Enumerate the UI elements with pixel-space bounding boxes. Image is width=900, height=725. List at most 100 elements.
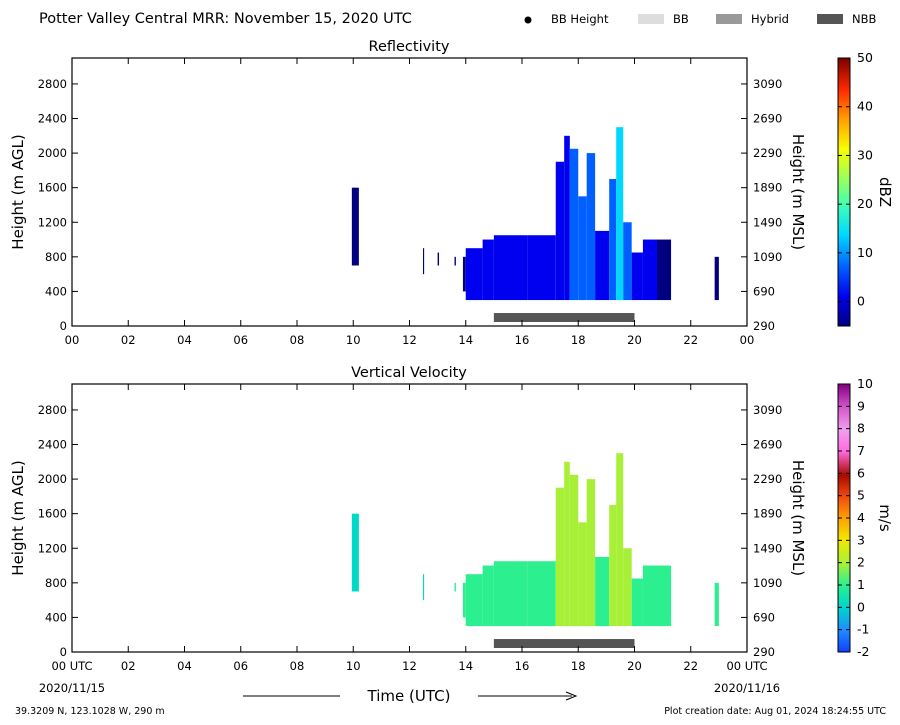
vertical-velocity-colorbar-tick-label: 5 (857, 488, 865, 503)
reflectivity-echo-column (616, 127, 624, 301)
vertical-velocity-echo-column (595, 556, 610, 627)
reflectivity-colorbar-gradient (837, 57, 851, 327)
time-axis-arrow (243, 691, 578, 701)
reflectivity-xtick-label: 00 (65, 333, 80, 347)
reflectivity-colorbar: 0 10 20 30 40 50 (837, 50, 873, 327)
reflectivity-echo-column (631, 252, 643, 301)
nbb-legend-label: NBB (852, 12, 876, 26)
vertical-velocity-xtick-label: 10 (346, 659, 361, 673)
plot-creation-date: Plot creation date: Aug 01, 2024 18:24:5… (664, 706, 886, 717)
reflectivity-xtick-label: 04 (177, 333, 192, 347)
reflectivity-echo-column (714, 256, 719, 301)
vertical-velocity-echo-column (569, 474, 579, 627)
reflectivity-xtick-label: 20 (627, 333, 642, 347)
reflectivity-echo-column (586, 153, 596, 301)
vertical-velocity-ylabel-left: Height (m AGL) (9, 460, 27, 575)
reflectivity-colorbar-tick-label: 20 (857, 196, 873, 211)
vertical-velocity-xtick-label: 16 (515, 659, 530, 673)
reflectivity-echo-column (623, 222, 632, 301)
vertical-velocity-ytick-right-label: 1490 (753, 541, 782, 555)
vertical-velocity-bright-band-bars (493, 639, 635, 648)
reflectivity-xtick-label: 14 (458, 333, 473, 347)
reflectivity-ytick-right-label: 3090 (753, 77, 782, 91)
vertical-velocity-ytick-right-label: 290 (753, 645, 775, 659)
reflectivity-xtick-label: 16 (515, 333, 530, 347)
vertical-velocity-echo-column (631, 578, 643, 627)
reflectivity-bright-band-bars (493, 313, 635, 322)
vertical-velocity-ytick-label: 2800 (38, 403, 67, 417)
vertical-velocity-echo-marks (351, 453, 719, 627)
bright-band-legend: BB Height BB Hybrid NBB (524, 12, 876, 26)
reflectivity-echo-column (578, 196, 587, 301)
vertical-velocity-xtick-label: 02 (121, 659, 136, 673)
reflectivity-echo-column (595, 230, 610, 301)
vertical-velocity-echo-column (616, 453, 624, 627)
vertical-velocity-ytick-label: 400 (45, 610, 67, 624)
vertical-velocity-echo-column (555, 487, 565, 627)
vertical-velocity-ytick-label: 2400 (38, 438, 67, 452)
reflectivity-colorbar-tick-label: 30 (857, 147, 873, 162)
reflectivity-ytick-right-label: 1090 (753, 250, 782, 264)
vertical-velocity-colorbar-tick-label: 4 (857, 510, 865, 525)
vertical-velocity-colorbar-tick-label: 7 (857, 443, 865, 458)
reflectivity-ytick-label: 1200 (38, 215, 67, 229)
vertical-velocity-echo-column (465, 574, 483, 627)
end-date-label: 2020/11/16 (714, 681, 780, 695)
reflectivity-echo-column (657, 239, 672, 301)
vertical-velocity-colorbar-tick-label: 2 (857, 555, 865, 570)
figure-title: Potter Valley Central MRR: November 15, … (39, 11, 412, 27)
vertical-velocity-ytick-right-label: 2690 (753, 438, 782, 452)
vertical-velocity-colorbar-tick-label: 9 (857, 398, 865, 413)
vertical-velocity-xtick-label: 12 (402, 659, 417, 673)
reflectivity-ylabel-right: Height (m MSL) (789, 134, 807, 250)
vertical-velocity-echo-column (657, 565, 672, 627)
vertical-velocity-ytick-right-label: 690 (753, 610, 775, 624)
vertical-velocity-echo-column (564, 461, 570, 627)
reflectivity-colorbar-tick-label: 0 (857, 294, 865, 309)
vertical-velocity-colorbar-tick-label: 0 (857, 599, 865, 614)
reflectivity-xtick-label: 18 (571, 333, 586, 347)
time-axis-label: Time (UTC) (367, 687, 451, 705)
reflectivity-echo-column (564, 135, 570, 301)
reflectivity-ytick-right-label: 2690 (753, 112, 782, 126)
vertical-velocity-colorbar-tick-label: 10 (857, 376, 873, 391)
vertical-velocity-echo-column (351, 513, 359, 592)
vertical-velocity-xtick-label: 08 (290, 659, 305, 673)
reflectivity-ytick-label: 0 (60, 319, 67, 333)
reflectivity-xtick-label: 06 (233, 333, 248, 347)
vertical-velocity-echo-column (527, 561, 556, 627)
start-date-label: 2020/11/15 (39, 681, 105, 695)
reflectivity-ylabel-left: Height (m AGL) (9, 134, 27, 249)
bb-height-legend-label: BB Height (551, 12, 609, 26)
vertical-velocity-xtick-label: 00 UTC (726, 659, 767, 673)
reflectivity-colorbar-tick-label: 50 (857, 50, 873, 65)
vertical-velocity-ytick-label: 800 (45, 576, 67, 590)
vertical-velocity-echo-column (642, 565, 657, 627)
vertical-velocity-echo-column (493, 561, 528, 627)
bb-height-legend-dot (524, 16, 532, 24)
reflectivity-colorbar-tick-label: 40 (857, 99, 873, 114)
reflectivity-echo-column (642, 239, 657, 301)
reflectivity-ytick-right-label: 1890 (753, 181, 782, 195)
reflectivity-ytick-right-label: 690 (753, 284, 775, 298)
reflectivity-xtick-label: 22 (683, 333, 698, 347)
reflectivity-ytick-right-label: 1490 (753, 215, 782, 229)
hybrid-legend-swatch (716, 14, 742, 24)
vertical-velocity-echo-column (578, 522, 587, 627)
reflectivity-echo-column (482, 239, 494, 301)
nbb-legend-swatch (817, 14, 843, 24)
vertical-velocity-ytick-right-label: 1890 (753, 507, 782, 521)
vertical-velocity-xtick-label: 04 (177, 659, 192, 673)
vertical-velocity-colorbar-label: m/s (876, 504, 894, 532)
reflectivity-ytick-label: 1600 (38, 181, 67, 195)
reflectivity-echo-marks (351, 127, 719, 301)
vertical-velocity-ytick-label: 0 (60, 645, 67, 659)
vertical-velocity-colorbar: -2 -1 0 1 2 3 4 5 6 7 8 9 10 (837, 376, 873, 659)
reflectivity-echo-column (527, 235, 556, 301)
bb-legend-label: BB (673, 12, 689, 26)
vertical-velocity-xtick-label: 14 (458, 659, 473, 673)
vertical-velocity-panel: Vertical Velocity 00 UTC 02 04 06 08 10 12 14 16… (9, 365, 894, 673)
reflectivity-echo-column (462, 256, 466, 292)
reflectivity-ytick-label: 2800 (38, 77, 67, 91)
